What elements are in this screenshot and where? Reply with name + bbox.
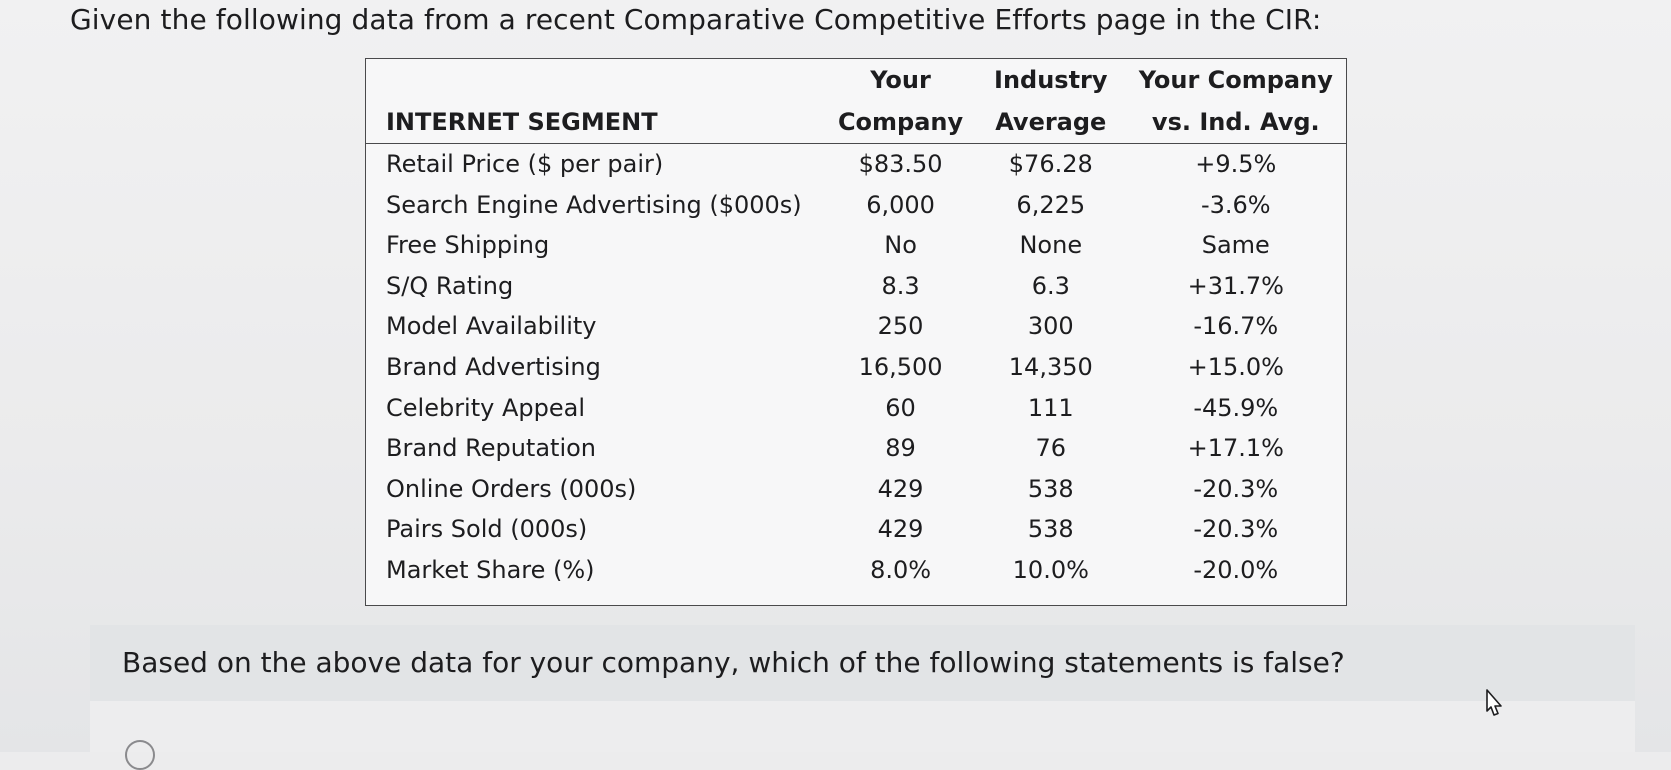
comparison-value: -20.3% (1193, 515, 1279, 544)
table-row: Search Engine Advertising ($000s) 6,000 … (366, 185, 1346, 226)
row-label: S/Q Rating (386, 271, 514, 300)
industry-value: 10.0% (1012, 555, 1089, 584)
comparison-value: -16.7% (1193, 312, 1279, 341)
industry-value: 300 (1027, 312, 1074, 341)
company-value: 6,000 (866, 190, 935, 219)
row-label: Market Share (%) (386, 555, 595, 584)
header-cell (366, 59, 825, 101)
company-value: 8.0% (870, 555, 932, 584)
comparison-value: +15.0% (1187, 352, 1284, 381)
industry-value: 538 (1027, 474, 1074, 503)
header-cell: Your Company (1138, 66, 1333, 94)
header-cell: Your (870, 66, 931, 94)
table-row: Free Shipping No None Same (366, 225, 1346, 266)
comparative-efforts-table: Your Industry Your Company INTERNET SEGM… (365, 58, 1347, 606)
table-row: Market Share (%) 8.0% 10.0% -20.0% (366, 550, 1346, 591)
industry-value: None (1019, 231, 1083, 260)
answer-options-area (90, 701, 1635, 752)
company-value: 60 (885, 393, 916, 422)
industry-value: 111 (1027, 393, 1074, 422)
table-row: Brand Reputation 89 76 +17.1% (366, 428, 1346, 469)
row-label: Model Availability (386, 312, 597, 341)
header-cell: INTERNET SEGMENT (366, 101, 826, 144)
table-row: Online Orders (000s) 429 538 -20.3% (366, 469, 1346, 510)
row-label: Celebrity Appeal (386, 393, 585, 422)
question-followup: Based on the above data for your company… (122, 646, 1345, 679)
company-value: 250 (877, 312, 924, 341)
comparison-value: -20.0% (1193, 555, 1279, 584)
table-header-row-2: INTERNET SEGMENT Company Average vs. Ind… (366, 101, 1346, 144)
row-label: Free Shipping (386, 231, 550, 260)
header-cell: Average (975, 101, 1126, 144)
comparison-value: +17.1% (1187, 434, 1284, 463)
table-row: Retail Price ($ per pair) $83.50 $76.28 … (366, 144, 1346, 185)
row-label: Brand Reputation (386, 434, 597, 463)
pointer-cursor-icon (1486, 689, 1502, 716)
industry-value: $76.28 (1008, 150, 1093, 178)
table-row: Pairs Sold (000s) 429 538 -20.3% (366, 509, 1346, 550)
company-value: 429 (877, 474, 924, 503)
question-prompt: Given the following data from a recent C… (70, 3, 1322, 36)
company-value: 8.3 (881, 271, 920, 300)
row-label: Online Orders (000s) (386, 474, 637, 503)
company-value: 89 (885, 434, 916, 463)
comparison-value: +31.7% (1187, 271, 1284, 300)
comparison-value: +9.5% (1195, 150, 1277, 178)
table-row: Celebrity Appeal 60 111 -45.9% (366, 388, 1346, 429)
row-label: Retail Price ($ per pair) (386, 150, 664, 178)
header-cell: Company (825, 101, 976, 144)
table-row: Brand Advertising 16,500 14,350 +15.0% (366, 347, 1346, 388)
company-value: 16,500 (858, 352, 943, 381)
company-value: 429 (877, 515, 924, 544)
comparison-value: Same (1201, 231, 1270, 260)
header-cell: Industry (994, 66, 1108, 94)
row-label: Pairs Sold (000s) (386, 515, 588, 544)
data-table: Your Industry Your Company INTERNET SEGM… (366, 59, 1346, 591)
industry-value: 6.3 (1031, 271, 1070, 300)
table-row: Model Availability 250 300 -16.7% (366, 306, 1346, 347)
header-cell: vs. Ind. Avg. (1125, 101, 1346, 144)
row-label: Search Engine Advertising ($000s) (386, 190, 802, 219)
table-row: S/Q Rating 8.3 6.3 +31.7% (366, 266, 1346, 307)
company-value: No (884, 231, 917, 260)
radio-option-icon[interactable] (125, 740, 155, 770)
industry-value: 538 (1027, 515, 1074, 544)
industry-value: 76 (1035, 434, 1067, 463)
row-label: Brand Advertising (386, 352, 601, 381)
industry-value: 6,225 (1016, 190, 1086, 219)
comparison-value: -20.3% (1193, 474, 1279, 503)
comparison-value: -45.9% (1193, 393, 1279, 422)
company-value: $83.50 (858, 150, 943, 178)
table-header-row-1: Your Industry Your Company (366, 59, 1346, 101)
comparison-value: -3.6% (1200, 190, 1271, 219)
industry-value: 14,350 (1008, 352, 1093, 381)
